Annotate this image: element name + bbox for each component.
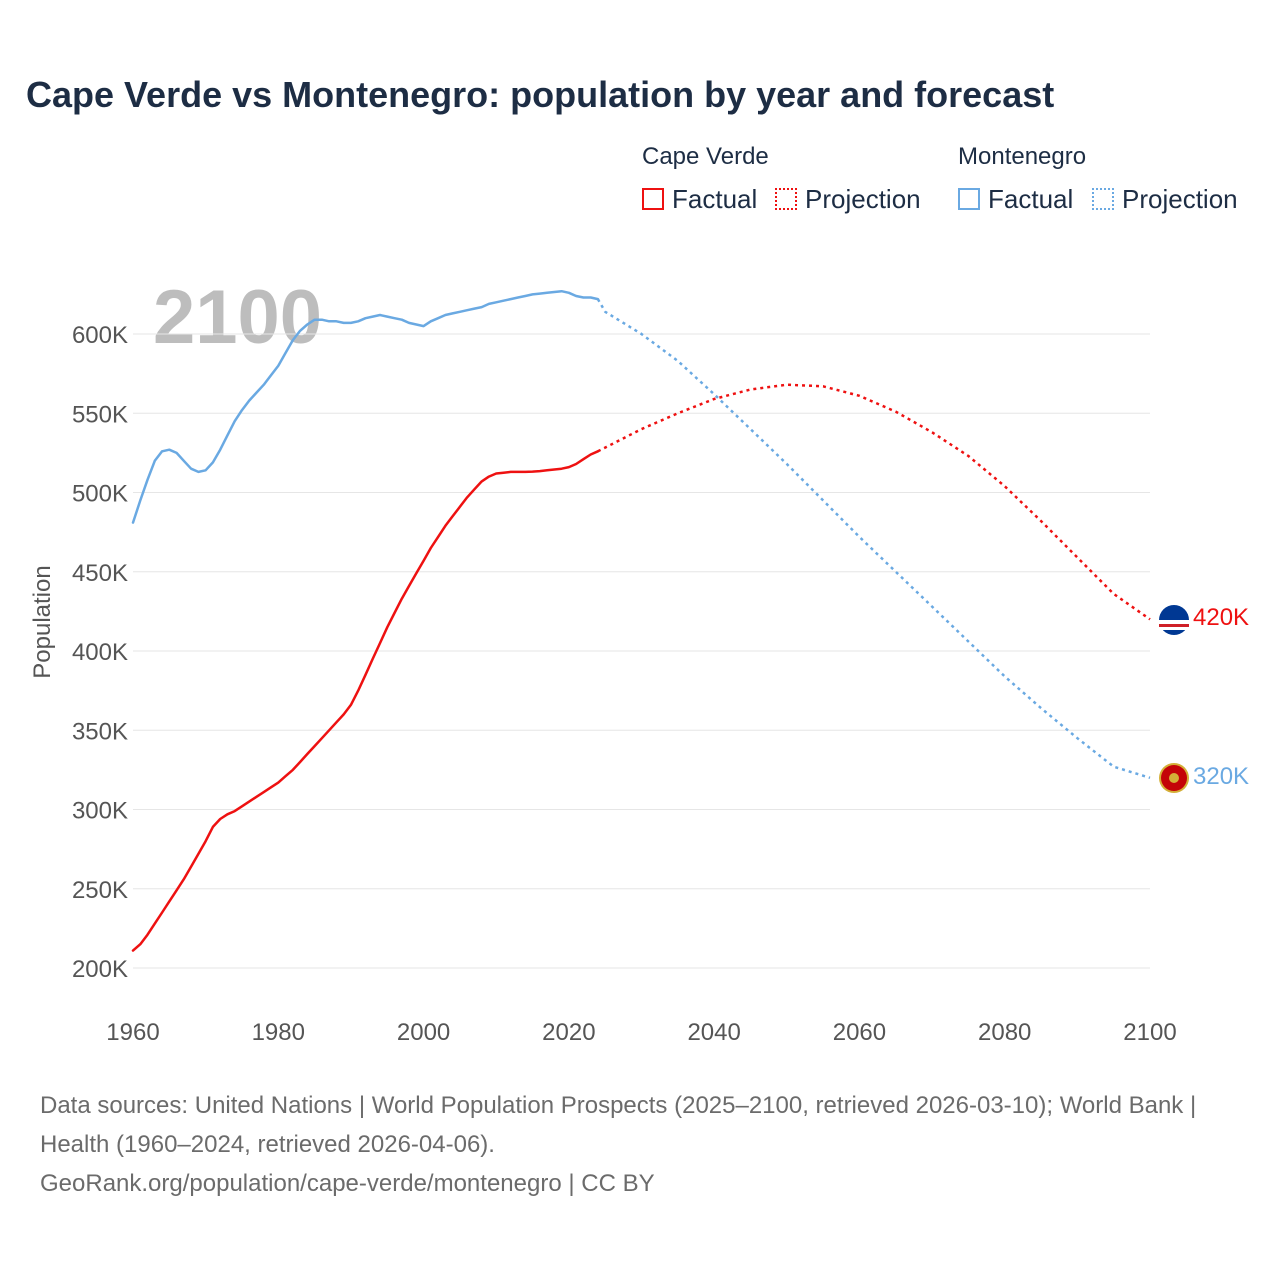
legend-label: Factual	[988, 183, 1074, 214]
series-line-montenegro-factual[interactable]	[131, 289, 600, 524]
end-label-cape-verde: 420K	[1193, 604, 1249, 631]
x-tick-label: 1960	[106, 1019, 159, 1046]
x-tick-label: 2020	[542, 1019, 595, 1046]
grid-lines	[133, 333, 1150, 969]
legend-label: Factual	[672, 183, 758, 214]
legend-group-montenegro: Montenegro	[958, 143, 1087, 170]
year-watermark: 2100	[153, 275, 322, 360]
swatch-montenegro-projection	[1092, 188, 1114, 210]
montenegro-flag-icon	[1159, 763, 1189, 793]
y-axis-ticks: 200K 250K 300K 350K 400K 450K 500K 550K 600K	[72, 322, 128, 983]
legend-group-cape-verde: Cape Verde	[642, 143, 769, 170]
legend-item-cape-verde-factual[interactable]: Factual	[642, 184, 757, 214]
line-chart: 2100 200K 250K 300K 350K 400K 450K 500K 550K 600…	[29, 275, 1249, 1046]
swatch-cape-verde-factual	[642, 188, 664, 210]
series-line-montenegro-projection[interactable]	[596, 298, 1151, 779]
end-label-montenegro: 320K	[1193, 763, 1249, 790]
y-tick-label: 600K	[72, 322, 128, 349]
y-tick-label: 400K	[72, 639, 128, 666]
x-tick-label: 2060	[833, 1019, 886, 1046]
legend-item-montenegro-projection[interactable]: Projection	[1092, 184, 1238, 214]
y-tick-label: 450K	[72, 560, 128, 587]
series-line-cape-verde-projection[interactable]	[597, 383, 1151, 621]
data-sources-note: Data sources: United Nations | World Pop…	[40, 1086, 1240, 1203]
swatch-montenegro-factual	[958, 188, 980, 210]
swatch-cape-verde-projection	[775, 188, 797, 210]
y-axis-label: Population	[29, 565, 56, 678]
x-tick-label: 1980	[252, 1019, 305, 1046]
y-tick-label: 500K	[72, 481, 128, 508]
x-axis-ticks: 1960 1980 2000 2020 2040 2060 2080 2100	[106, 1019, 1176, 1046]
y-tick-label: 550K	[72, 401, 128, 428]
sources-text: Data sources: United Nations | World Pop…	[40, 1092, 1197, 1158]
x-tick-label: 2100	[1123, 1019, 1176, 1046]
series-line-cape-verde-factual[interactable]	[131, 450, 600, 952]
x-tick-label: 2080	[978, 1019, 1031, 1046]
y-tick-label: 350K	[72, 718, 128, 745]
y-tick-label: 200K	[72, 956, 128, 983]
y-tick-label: 300K	[72, 798, 128, 825]
chart-title: Cape Verde vs Montenegro: population by …	[26, 74, 1055, 115]
y-tick-label: 250K	[72, 877, 128, 904]
x-tick-label: 2000	[397, 1019, 450, 1046]
legend-item-cape-verde-projection[interactable]: Projection	[775, 184, 921, 214]
legend-label: Projection	[805, 183, 921, 214]
legend-label: Projection	[1122, 183, 1238, 214]
x-tick-label: 2040	[687, 1019, 740, 1046]
credit-link[interactable]: GeoRank.org/population/cape-verde/monten…	[40, 1170, 655, 1197]
series-layer	[131, 289, 1151, 952]
cape-verde-flag-icon	[1159, 605, 1189, 635]
legend-item-montenegro-factual[interactable]: Factual	[958, 184, 1073, 214]
